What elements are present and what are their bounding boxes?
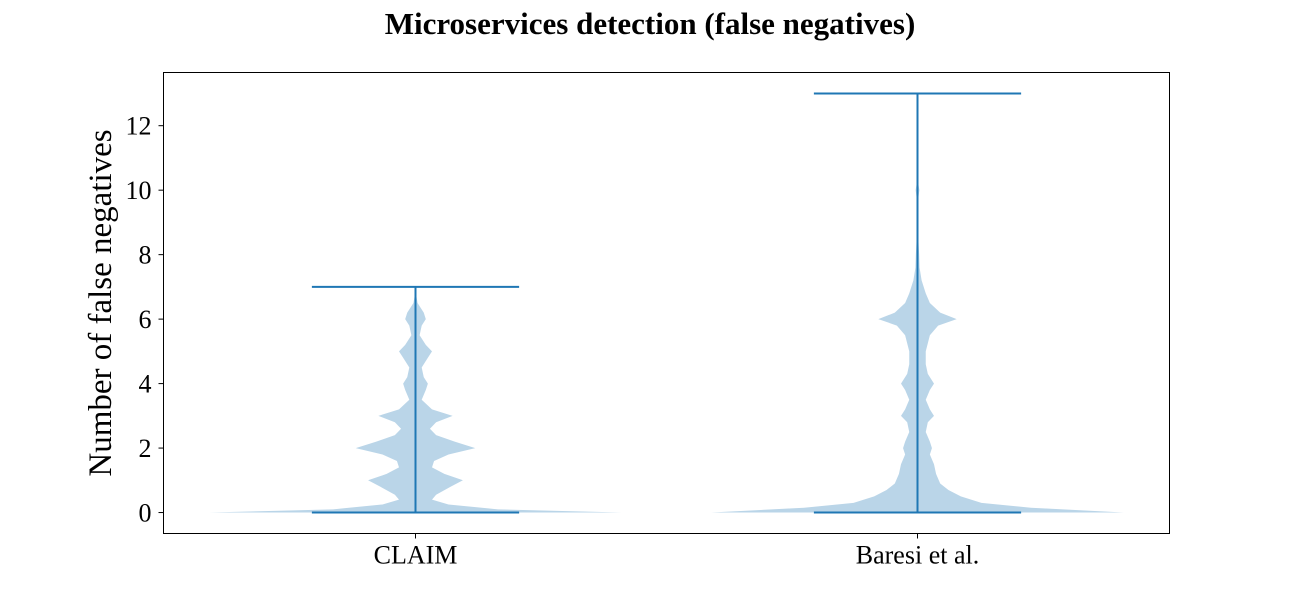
y-tick-label: 4 xyxy=(139,370,152,399)
y-tick-label: 8 xyxy=(139,241,152,270)
x-tick-label: CLAIM xyxy=(374,541,458,570)
y-tick-label: 2 xyxy=(139,434,152,463)
y-axis-label: Number of false negatives xyxy=(83,129,119,476)
y-tick-label: 10 xyxy=(126,176,152,205)
y-tick-label: 0 xyxy=(139,499,152,528)
y-tick-label: 12 xyxy=(126,112,152,141)
chart-title: Microservices detection (false negatives… xyxy=(385,6,916,41)
plot-area xyxy=(209,92,1124,514)
y-tick-label: 6 xyxy=(139,305,152,334)
x-tick-label: Baresi et al. xyxy=(856,541,979,570)
plot-frame xyxy=(163,72,1170,534)
